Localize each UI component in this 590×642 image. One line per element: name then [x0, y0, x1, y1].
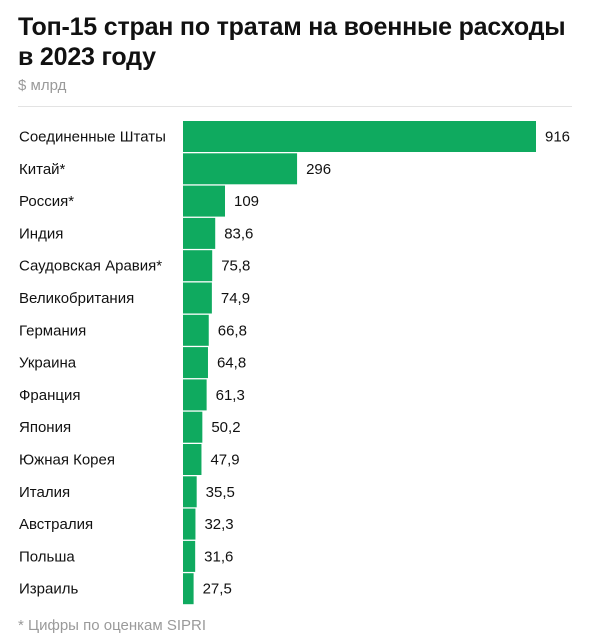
value-label: 27,5	[203, 581, 232, 598]
category-label: Польша	[19, 548, 75, 565]
bar	[183, 444, 202, 475]
value-label: 109	[234, 193, 259, 210]
category-label: Соединенные Штаты	[19, 129, 166, 146]
category-label: Великобритания	[19, 290, 134, 307]
value-label: 31,6	[204, 548, 233, 565]
bar	[183, 508, 196, 540]
chart-title: Топ-15 стран по тратам на военные расход…	[18, 13, 566, 71]
category-label: Германия	[19, 322, 86, 339]
value-label: 74,9	[221, 290, 250, 307]
category-label: Австралия	[19, 516, 93, 533]
value-label: 35,5	[206, 484, 235, 501]
chart-subtitle: $ млрд	[18, 77, 67, 94]
bar	[183, 379, 207, 411]
value-label: 32,3	[204, 516, 233, 533]
category-label: Россия*	[19, 193, 74, 210]
bar	[183, 250, 213, 282]
bar	[183, 540, 196, 572]
divider	[18, 106, 572, 107]
bar	[183, 185, 226, 217]
value-label: 64,8	[217, 355, 246, 372]
bar	[183, 282, 212, 314]
bar	[183, 573, 194, 605]
value-label: 47,9	[210, 452, 239, 469]
bar	[183, 217, 216, 249]
value-label: 83,6	[224, 225, 253, 242]
category-label: Италия	[19, 484, 70, 501]
category-label: Китай*	[19, 161, 66, 178]
bar	[183, 153, 298, 185]
value-label: 66,8	[218, 322, 247, 339]
value-label: 50,2	[211, 419, 240, 436]
bar	[183, 314, 209, 346]
bar	[183, 476, 197, 508]
bar	[183, 411, 203, 443]
category-label: Израиль	[19, 581, 78, 598]
value-label: 61,3	[216, 387, 245, 404]
value-label: 296	[306, 161, 331, 178]
category-label: Южная Корея	[19, 452, 115, 469]
category-label: Украина	[19, 355, 77, 372]
category-label: Япония	[19, 419, 71, 436]
footnote: * Цифры по оценкам SIPRI	[18, 617, 207, 634]
category-label: Саудовская Аравия*	[19, 258, 162, 275]
bar	[183, 121, 536, 152]
bar	[183, 347, 208, 379]
category-label: Франция	[19, 387, 80, 404]
value-label: 75,8	[221, 258, 250, 275]
category-label: Индия	[19, 225, 63, 242]
value-label: 916	[545, 129, 570, 146]
